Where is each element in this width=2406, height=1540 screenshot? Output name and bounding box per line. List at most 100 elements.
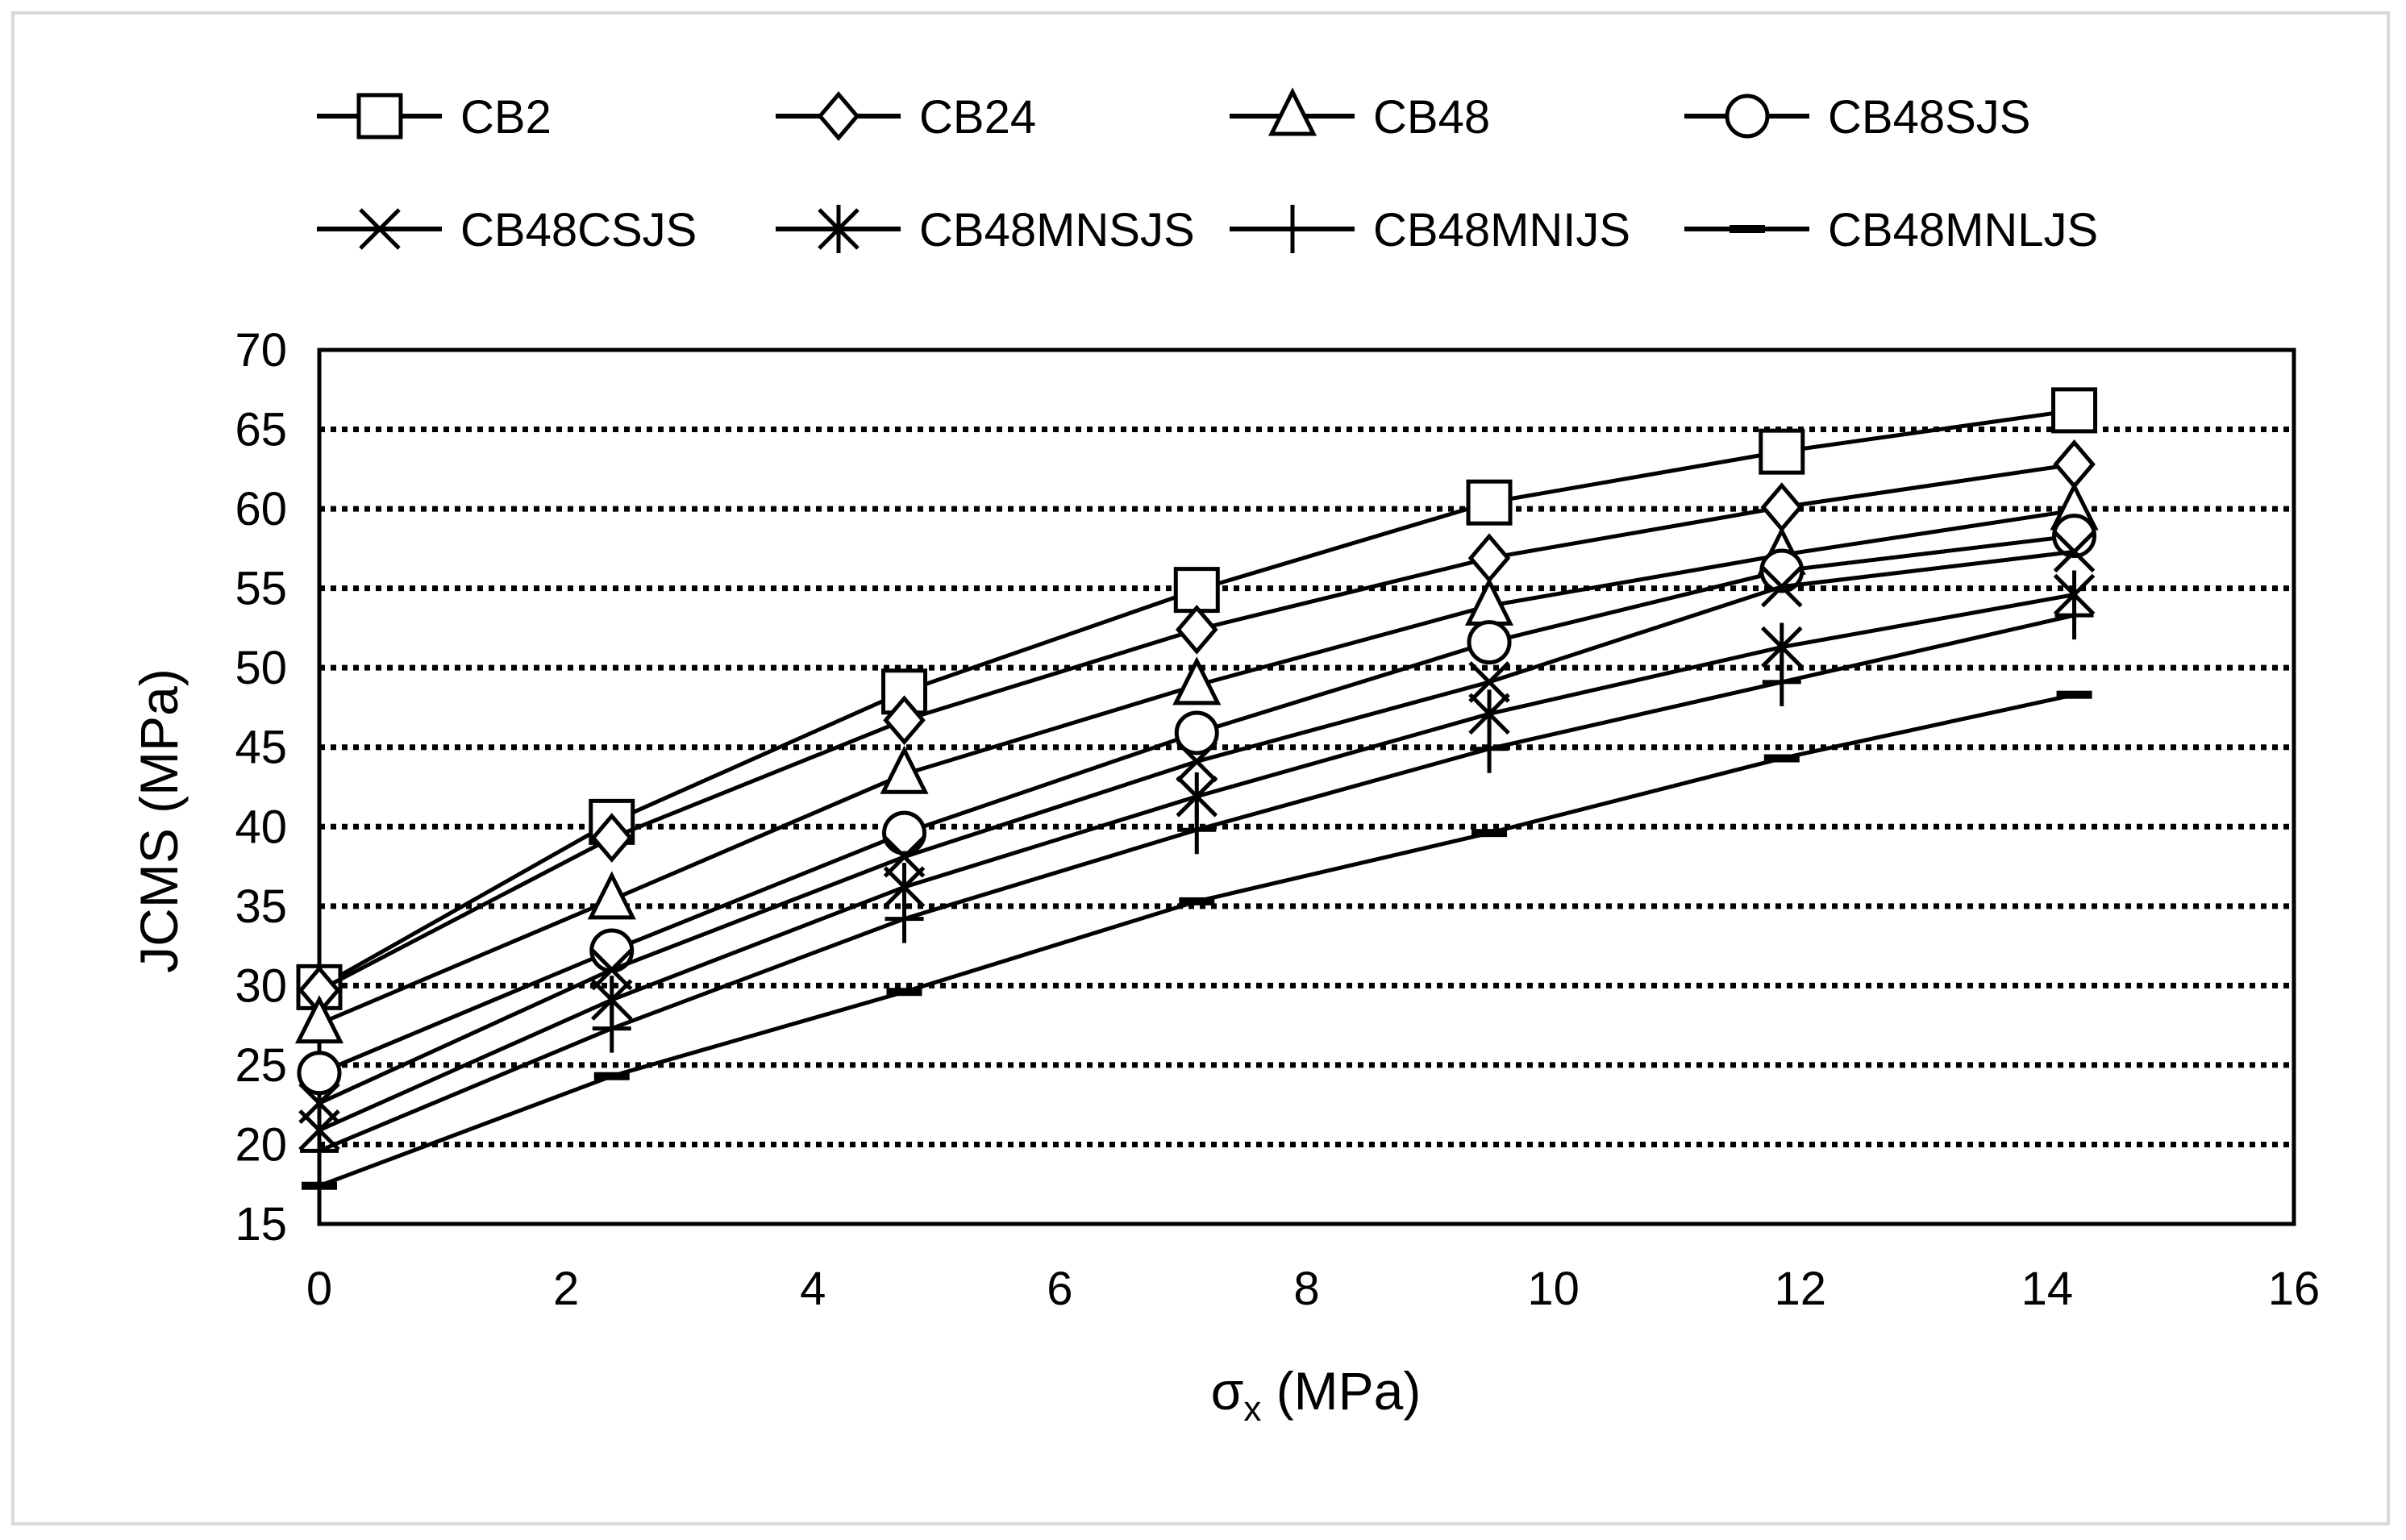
x-tick-label-4: 4: [800, 1263, 826, 1315]
data-point-CB48MNLJS-6: [2056, 690, 2092, 699]
y-tick-label-65: 65: [235, 404, 287, 456]
x-tick-label-6: 6: [1047, 1263, 1072, 1315]
legend-marker-CB2: [356, 93, 403, 139]
axes: 15 20 25 30 35 40 45 50 55 60 65 70 0 2 4 6 8 10 12 14 16: [235, 324, 2320, 1315]
data-point-CB48MNIJS-3: [1177, 805, 1217, 855]
legend-label-CB24: CB24: [919, 91, 1036, 144]
legend-label-CB48: CB48: [1373, 91, 1490, 144]
legend-marker-CB48SJS: [1725, 94, 1770, 139]
data-point-CB48SJS-2: [882, 810, 927, 855]
y-tick-label-35: 35: [235, 880, 287, 933]
x-axis-title: σx (MPa): [1211, 1361, 1422, 1429]
data-point-CB48MNLJS-2: [886, 988, 922, 997]
legend-label-CB2: CB2: [460, 91, 552, 144]
data-point-CB24-1: [590, 813, 634, 863]
data-point-CB24-2: [883, 695, 926, 746]
data-point-CB48SJS-5: [1759, 548, 1804, 593]
data-point-CB48MNLJS-0: [302, 1181, 337, 1190]
legend-entry-CB2: CB2: [317, 91, 552, 144]
x-tick-label-10: 10: [1527, 1263, 1580, 1315]
y-tick-label-50: 50: [235, 642, 287, 694]
data-point-CB24-6: [2053, 439, 2096, 489]
legend-marker-CB48MNLJS: [1730, 225, 1765, 233]
data-point-CB48-3: [1172, 656, 1222, 705]
legend: CB2 CB24 CB48 CB48SJS CB48CSJS CB48MNSJS CB48M…: [317, 87, 2098, 256]
gridlines: [319, 427, 2294, 1147]
legend-entry-CB24: CB24: [776, 91, 1036, 144]
series-CB24: [298, 439, 2096, 1016]
line-chart: 15 20 25 30 35 40 45 50 55 60 65 70 0 2 4 6 8 10 12 14 16 CB…: [129, 87, 2320, 1429]
data-point-CB48SJS-3: [1174, 710, 1219, 755]
y-tick-label-45: 45: [235, 722, 287, 774]
data-point-CB48MNIJS-2: [885, 894, 924, 943]
legend-entry-CB48MNSJS: CB48MNSJS: [776, 204, 1195, 256]
axis-titles: σx (MPa) JCMS (MPa): [129, 668, 1421, 1429]
data-point-CB48MNLJS-4: [1471, 829, 1508, 838]
data-point-CB48CSJS-2: [883, 835, 926, 878]
data-point-CB48CSJS-6: [2053, 531, 2096, 573]
data-point-CB48CSJS-5: [1761, 565, 1803, 608]
data-point-CB2-5: [1759, 428, 1805, 475]
data-point-CB48MNLJS-3: [1179, 897, 1215, 905]
y-tick-label-40: 40: [235, 801, 287, 853]
legend-label-CB48CSJS: CB48CSJS: [460, 204, 697, 256]
data-point-CB24-4: [1467, 533, 1511, 584]
data-point-CB48SJS-0: [297, 1051, 342, 1096]
data-point-CB24-5: [1760, 482, 1804, 532]
data-point-CB48MNIJS-4: [1470, 724, 1509, 773]
legend-label-CB48MNSJS: CB48MNSJS: [919, 204, 1195, 256]
legend-label-CB48SJS: CB48SJS: [1828, 91, 2030, 144]
x-tick-label-16: 16: [2268, 1263, 2321, 1315]
data-point-CB48MNLJS-1: [593, 1072, 630, 1080]
y-tick-label-25: 25: [235, 1039, 287, 1092]
data-point-CB48-0: [294, 995, 344, 1044]
legend-label-CB48MNIJS: CB48MNIJS: [1373, 204, 1630, 256]
series-CB48CSJS: [298, 531, 2096, 1124]
x-tick-label-2: 2: [553, 1263, 579, 1315]
data-point-CB48CSJS-3: [1176, 740, 1218, 783]
legend-marker-CB48MNIJS: [1273, 205, 1312, 253]
y-tick-label-55: 55: [235, 563, 287, 615]
data-point-CB48SJS-4: [1467, 620, 1512, 665]
legend-marker-CB24: [817, 91, 860, 141]
data-point-CB48MNIJS-1: [592, 1004, 631, 1053]
data-point-CB48-1: [587, 871, 636, 920]
legend-entry-CB48: CB48: [1230, 87, 1490, 144]
data-point-CB48MNIJS-5: [1762, 657, 1801, 706]
x-tick-label-8: 8: [1293, 1263, 1319, 1315]
y-axis-title: JCMS (MPa): [129, 668, 189, 973]
plot-area-border: [317, 348, 2296, 1226]
data-point-CB48-2: [880, 745, 929, 794]
x-tick-label-0: 0: [306, 1263, 332, 1315]
data-point-CB48MNIJS-0: [300, 1126, 339, 1176]
data-point-CB2-4: [1466, 479, 1513, 526]
data-point-CB48MNIJS-6: [2054, 591, 2094, 640]
series-CB48MNLJS: [302, 690, 2092, 1190]
data-point-CB48CSJS-4: [1468, 661, 1510, 703]
legend-marker-CB48CSJS: [359, 208, 401, 250]
series-line-CB48MNLJS: [318, 693, 2075, 1188]
y-tick-label-30: 30: [235, 959, 287, 1012]
legend-entry-CB48MNLJS: CB48MNLJS: [1684, 204, 2098, 256]
legend-marker-CB48MNSJS: [818, 205, 860, 253]
y-tick-label-15: 15: [235, 1198, 287, 1251]
series-lines: [294, 387, 2099, 1190]
y-tick-label-20: 20: [235, 1118, 287, 1171]
y-tick-label-70: 70: [235, 324, 287, 377]
y-tick-label-60: 60: [235, 483, 287, 535]
legend-marker-CB48: [1268, 87, 1317, 136]
legend-entry-CB48SJS: CB48SJS: [1684, 91, 2030, 144]
data-point-CB48CSJS-1: [590, 948, 633, 991]
x-tick-label-14: 14: [2021, 1263, 2074, 1315]
legend-entry-CB48CSJS: CB48CSJS: [317, 204, 697, 256]
legend-label-CB48MNLJS: CB48MNLJS: [1828, 204, 2098, 256]
chart-frame: 15 20 25 30 35 40 45 50 55 60 65 70 0 2 4 6 8 10 12 14 16 CB…: [11, 11, 2390, 1525]
data-point-CB48SJS-6: [2052, 514, 2097, 559]
x-tick-label-12: 12: [1774, 1263, 1826, 1315]
data-point-CB48MNLJS-5: [1763, 754, 1800, 763]
data-point-CB24-3: [1175, 605, 1218, 655]
series-CB48MNIJS: [300, 591, 2094, 1176]
legend-entry-CB48MNIJS: CB48MNIJS: [1230, 204, 1630, 256]
data-point-CB2-6: [2051, 387, 2098, 434]
data-point-CB2-3: [1173, 567, 1220, 614]
